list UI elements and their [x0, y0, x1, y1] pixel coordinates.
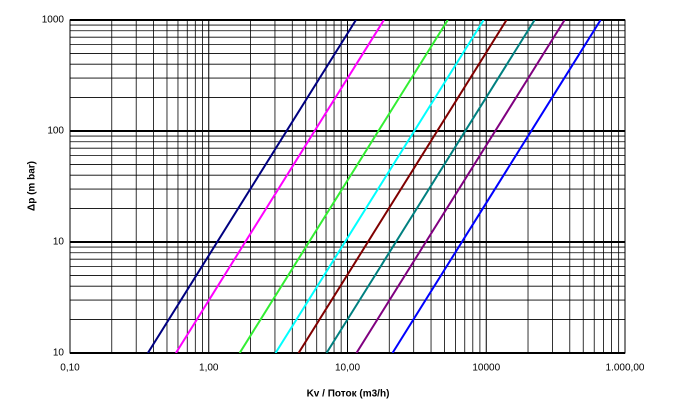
series-line [391, 20, 602, 353]
y-tick-label: 10 [53, 237, 65, 248]
y-tick-label: 100 [47, 126, 64, 137]
y-tick-label: 10 [53, 348, 65, 359]
lines [147, 20, 602, 353]
x-tick-label: 10,00 [335, 363, 360, 374]
series-line [297, 20, 508, 353]
series-line [355, 20, 566, 353]
x-axis-label: Kv / Поток (m3/h) [307, 389, 390, 400]
x-tick-label: 1,00 [199, 363, 219, 374]
series-line [325, 20, 536, 353]
series-line [175, 20, 385, 353]
y-axis-label: Δp (m bar) [27, 161, 38, 211]
series-line [147, 20, 357, 353]
x-tick-label: 1.000,00 [606, 363, 645, 374]
series-line [238, 20, 449, 353]
x-tick-label: 10000 [472, 363, 500, 374]
y-tick-label: 1000 [42, 15, 65, 26]
series-line [274, 20, 485, 353]
x-tick-label: 0,10 [60, 363, 80, 374]
